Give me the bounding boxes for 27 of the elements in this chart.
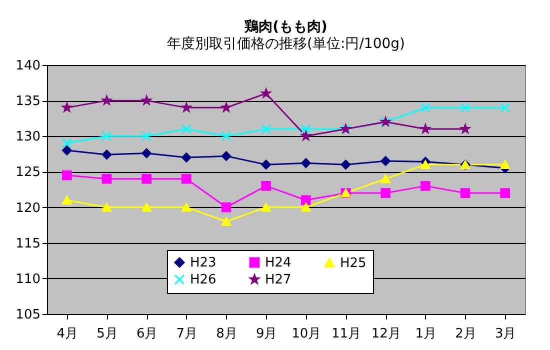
x-tick-label: 11月 — [331, 326, 362, 342]
x-tick-label: 4月 — [56, 326, 78, 342]
x-tick-label: 10月 — [292, 326, 322, 342]
x-tick-label: 5月 — [96, 326, 118, 342]
legend-label: H27 — [265, 272, 292, 288]
x-tick-label: 9月 — [256, 326, 278, 342]
y-tick-label: 130 — [16, 130, 40, 145]
chart-subtitle: 年度別取引価格の推移(単位:円/100g) — [167, 36, 405, 52]
y-tick-label: 105 — [16, 308, 40, 322]
y-tick-label: 120 — [16, 200, 40, 216]
y-tick-label: 110 — [16, 272, 40, 287]
legend-label: H23 — [190, 256, 216, 271]
y-tick-label: 140 — [16, 58, 40, 74]
legend-label: H24 — [265, 256, 292, 271]
chart-title: 鶏肉(もも肉) — [244, 19, 328, 35]
x-tick-label: 2月 — [455, 326, 476, 342]
x-tick-label: 1月 — [415, 326, 437, 342]
y-tick-label: 135 — [16, 94, 40, 110]
y-tick-label: 115 — [16, 236, 40, 252]
y-tick-label: 125 — [16, 165, 40, 180]
legend-label: H26 — [190, 272, 216, 288]
x-tick-label: 3月 — [494, 326, 516, 342]
x-tick-label: 12月 — [371, 326, 401, 342]
x-tick-label: 8月 — [216, 326, 238, 342]
x-tick-label: 6月 — [136, 326, 158, 342]
legend-label: H25 — [340, 256, 366, 271]
x-tick-label: 7月 — [176, 326, 198, 342]
